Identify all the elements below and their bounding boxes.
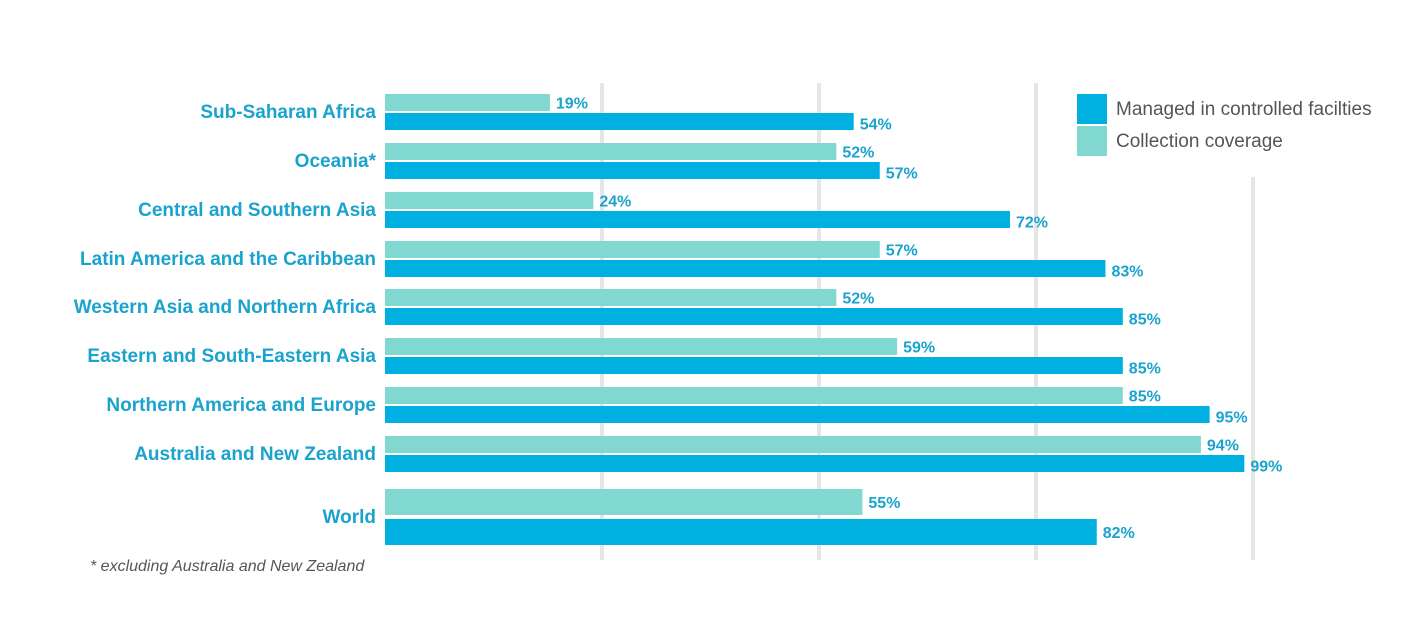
category-label-world: World [323,507,376,528]
bar-coverage-eastern-and-south-eastern-asia [385,338,898,355]
footnote: * excluding Australia and New Zealand [90,558,365,575]
bar-coverage-oceania [385,143,837,160]
value-label-coverage-sub-saharan-africa: 19% [556,96,588,113]
bar-coverage-latin-america-and-the-caribbean [385,241,880,258]
category-label-australia-and-new-zealand: Australia and New Zealand [134,444,376,465]
bar-managed-eastern-and-south-eastern-asia [385,357,1123,374]
bar-managed-central-and-southern-asia [385,211,1010,228]
value-label-coverage-eastern-and-south-eastern-asia: 59% [903,340,935,357]
category-label-sub-saharan-africa: Sub-Saharan Africa [200,102,376,123]
bar-coverage-australia-and-new-zealand [385,436,1201,453]
bars [385,94,1245,545]
value-label-managed-central-and-southern-asia: 72% [1016,215,1048,232]
bar-managed-world [385,519,1097,545]
legend-swatch-coverage [1077,126,1107,156]
value-label-managed-sub-saharan-africa: 54% [860,117,892,134]
category-label-eastern-and-south-eastern-asia: Eastern and South-Eastern Asia [87,346,376,367]
labels: Sub-Saharan Africa 19% 54% Oceania* 52% 57% Ce… [74,96,1283,543]
category-label-northern-america-and-europe: Northern America and Europe [106,395,376,416]
bar-managed-australia-and-new-zealand [385,455,1245,472]
value-label-managed-northern-america-and-europe: 95% [1216,410,1248,427]
category-label-latin-america-and-the-caribbean: Latin America and the Caribbean [80,249,376,270]
legend-label-managed: Managed in controlled facilties [1116,99,1372,120]
category-label-oceania: Oceania* [295,151,377,172]
value-label-coverage-western-asia-and-northern-africa: 52% [842,291,874,308]
value-label-coverage-oceania: 52% [842,145,874,162]
bar-coverage-northern-america-and-europe [385,387,1123,404]
value-label-coverage-central-and-southern-asia: 24% [599,194,631,211]
bar-managed-western-asia-and-northern-africa [385,308,1123,325]
value-label-managed-australia-and-new-zealand: 99% [1250,459,1282,476]
value-label-managed-eastern-and-south-eastern-asia: 85% [1129,361,1161,378]
category-label-central-and-southern-asia: Central and Southern Asia [138,200,376,221]
bar-managed-northern-america-and-europe [385,406,1210,423]
legend-label-coverage: Collection coverage [1116,131,1283,152]
value-label-managed-latin-america-and-the-caribbean: 83% [1111,264,1143,281]
value-label-managed-western-asia-and-northern-africa: 85% [1129,312,1161,329]
legend-swatch-managed [1077,94,1107,124]
bar-coverage-sub-saharan-africa [385,94,550,111]
value-label-coverage-latin-america-and-the-caribbean: 57% [886,243,918,260]
value-label-managed-oceania: 57% [886,166,918,183]
bar-coverage-central-and-southern-asia [385,192,594,209]
legend: Managed in controlled facilties Collectio… [1077,94,1372,156]
value-label-coverage-world: 55% [868,495,900,512]
category-label-western-asia-and-northern-africa: Western Asia and Northern Africa [74,297,377,318]
bar-coverage-world [385,489,863,515]
value-label-coverage-northern-america-and-europe: 85% [1129,389,1161,406]
bar-managed-latin-america-and-the-caribbean [385,260,1106,277]
bar-managed-sub-saharan-africa [385,113,854,130]
bar-managed-oceania [385,162,880,179]
value-label-managed-world: 82% [1103,525,1135,542]
bar-coverage-western-asia-and-northern-africa [385,289,837,306]
value-label-coverage-australia-and-new-zealand: 94% [1207,438,1239,455]
